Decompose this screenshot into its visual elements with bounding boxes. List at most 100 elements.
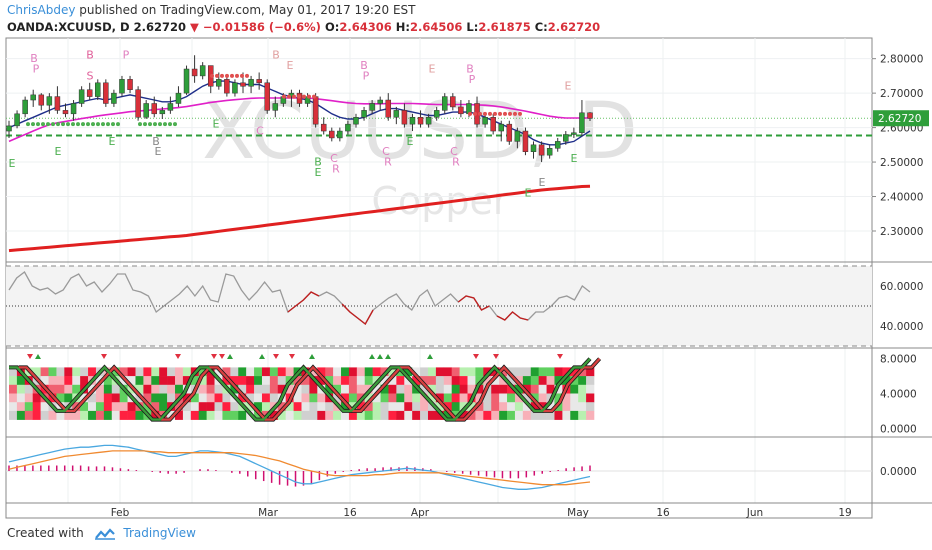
osc-heat-cell <box>111 393 120 403</box>
osc-heat-cell <box>522 393 532 403</box>
marker-dot <box>488 111 492 116</box>
candle-body <box>385 99 392 118</box>
candle <box>159 106 166 119</box>
marker-dot <box>148 122 152 127</box>
osc-heat-cell <box>40 410 49 420</box>
osc-heat-cell <box>309 384 318 394</box>
osc-signal-triangle <box>35 354 41 359</box>
osc-heat-cell <box>214 384 223 394</box>
osc-heat-cell <box>127 376 136 386</box>
marker-dot <box>168 122 172 127</box>
osc-heat-cell <box>269 393 279 403</box>
candle <box>554 137 561 152</box>
marker-dot <box>508 111 512 116</box>
osc-heat-cell <box>507 367 516 377</box>
osc-heat-cell <box>88 410 97 420</box>
marker-dot <box>138 122 142 127</box>
osc-heat-cell <box>459 402 468 412</box>
osc-heat-cell <box>412 410 421 420</box>
candle-body <box>498 123 504 132</box>
osc-heat-cell <box>80 410 89 420</box>
author-link[interactable]: ChrisAbdey <box>7 3 76 17</box>
candle-body <box>248 79 254 87</box>
last-price-tag-label: 2.62720 <box>878 113 921 125</box>
osc-heat-cell <box>111 410 120 420</box>
osc-heat-cell <box>388 376 397 386</box>
candle-body <box>46 96 53 106</box>
candle-body <box>167 103 174 111</box>
osc-heat-cell <box>95 384 105 394</box>
osc-heat-cell <box>95 393 105 403</box>
osc-heat-cell <box>420 376 429 386</box>
osc-signal-triangle <box>259 354 265 359</box>
tradingview-brand[interactable]: TradingView <box>123 526 196 540</box>
osc-heat-cell <box>578 402 587 412</box>
candle <box>6 120 12 138</box>
marker-dot <box>282 94 286 99</box>
candle-body <box>191 68 198 77</box>
osc-heat-cell <box>404 384 413 394</box>
price-tick-label: 2.70000 <box>880 88 923 100</box>
candle <box>248 75 254 94</box>
marker-dot <box>307 94 311 99</box>
osc-heat-cell <box>238 410 247 420</box>
osc-heat-cell <box>451 384 460 394</box>
osc-heat-cell <box>522 402 532 412</box>
osc-heat-cell <box>546 402 555 412</box>
marker-dot <box>158 122 162 127</box>
candle <box>86 82 93 101</box>
osc-heat-cell <box>420 367 429 377</box>
osc-heat-cell <box>72 384 81 394</box>
osc-heat-cell <box>483 376 492 386</box>
marker-dot <box>153 122 157 127</box>
osc-heat-cell <box>32 393 41 403</box>
candle <box>522 127 529 156</box>
time-tick-label: 19 <box>838 507 851 519</box>
last-price-tag <box>873 110 929 127</box>
osc-heat-cell <box>491 410 500 420</box>
osc-heat-cell <box>475 376 484 386</box>
marker-dot <box>116 122 120 127</box>
time-tick-label: May <box>567 507 589 519</box>
marker-dot <box>312 94 316 99</box>
osc-heat-cell <box>562 367 571 377</box>
marker-dot <box>81 122 85 127</box>
candle-body <box>6 125 12 132</box>
osc-heat-cell <box>348 393 358 403</box>
candle-body <box>62 110 69 115</box>
osc-heat-cell <box>530 393 539 403</box>
osc-heat-cell <box>254 367 263 377</box>
osc-heat-cell <box>443 376 453 386</box>
time-tick-label: Jun <box>746 507 763 519</box>
osc-heat-cell <box>190 376 200 386</box>
osc-heat-cell <box>578 367 587 377</box>
candle-body <box>135 89 141 118</box>
osc-heat-cell <box>530 410 539 420</box>
osc-heat-cell <box>356 367 366 377</box>
osc-heat-cell <box>443 384 453 394</box>
osc-heat-cell <box>285 410 294 420</box>
osc-heat-cell <box>538 384 547 394</box>
marker-dot <box>143 122 147 127</box>
osc-heat-cell <box>285 367 294 377</box>
osc-heat-cell <box>9 402 18 412</box>
osc-heat-cell <box>396 376 405 386</box>
osc-heat-cell <box>269 384 279 394</box>
osc-heat-cell <box>56 367 65 377</box>
marker-dot <box>483 111 487 116</box>
osc-heat-cell <box>56 376 65 386</box>
osc-heat-cell <box>309 402 318 412</box>
osc-heat-cell <box>175 384 184 394</box>
osc-heat-cell <box>246 384 255 394</box>
osc-heat-cell <box>475 384 484 394</box>
signal-letter: S <box>87 69 94 82</box>
osc-heat-cell <box>277 410 286 420</box>
osc-heat-cell <box>435 384 445 394</box>
osc-heat-cell <box>412 402 421 412</box>
osc-heat-cell <box>380 393 389 403</box>
candle-body <box>441 96 448 111</box>
osc-heat-cell <box>380 410 389 420</box>
osc-heat-cell <box>499 393 508 403</box>
osc-heat-cell <box>586 402 595 412</box>
